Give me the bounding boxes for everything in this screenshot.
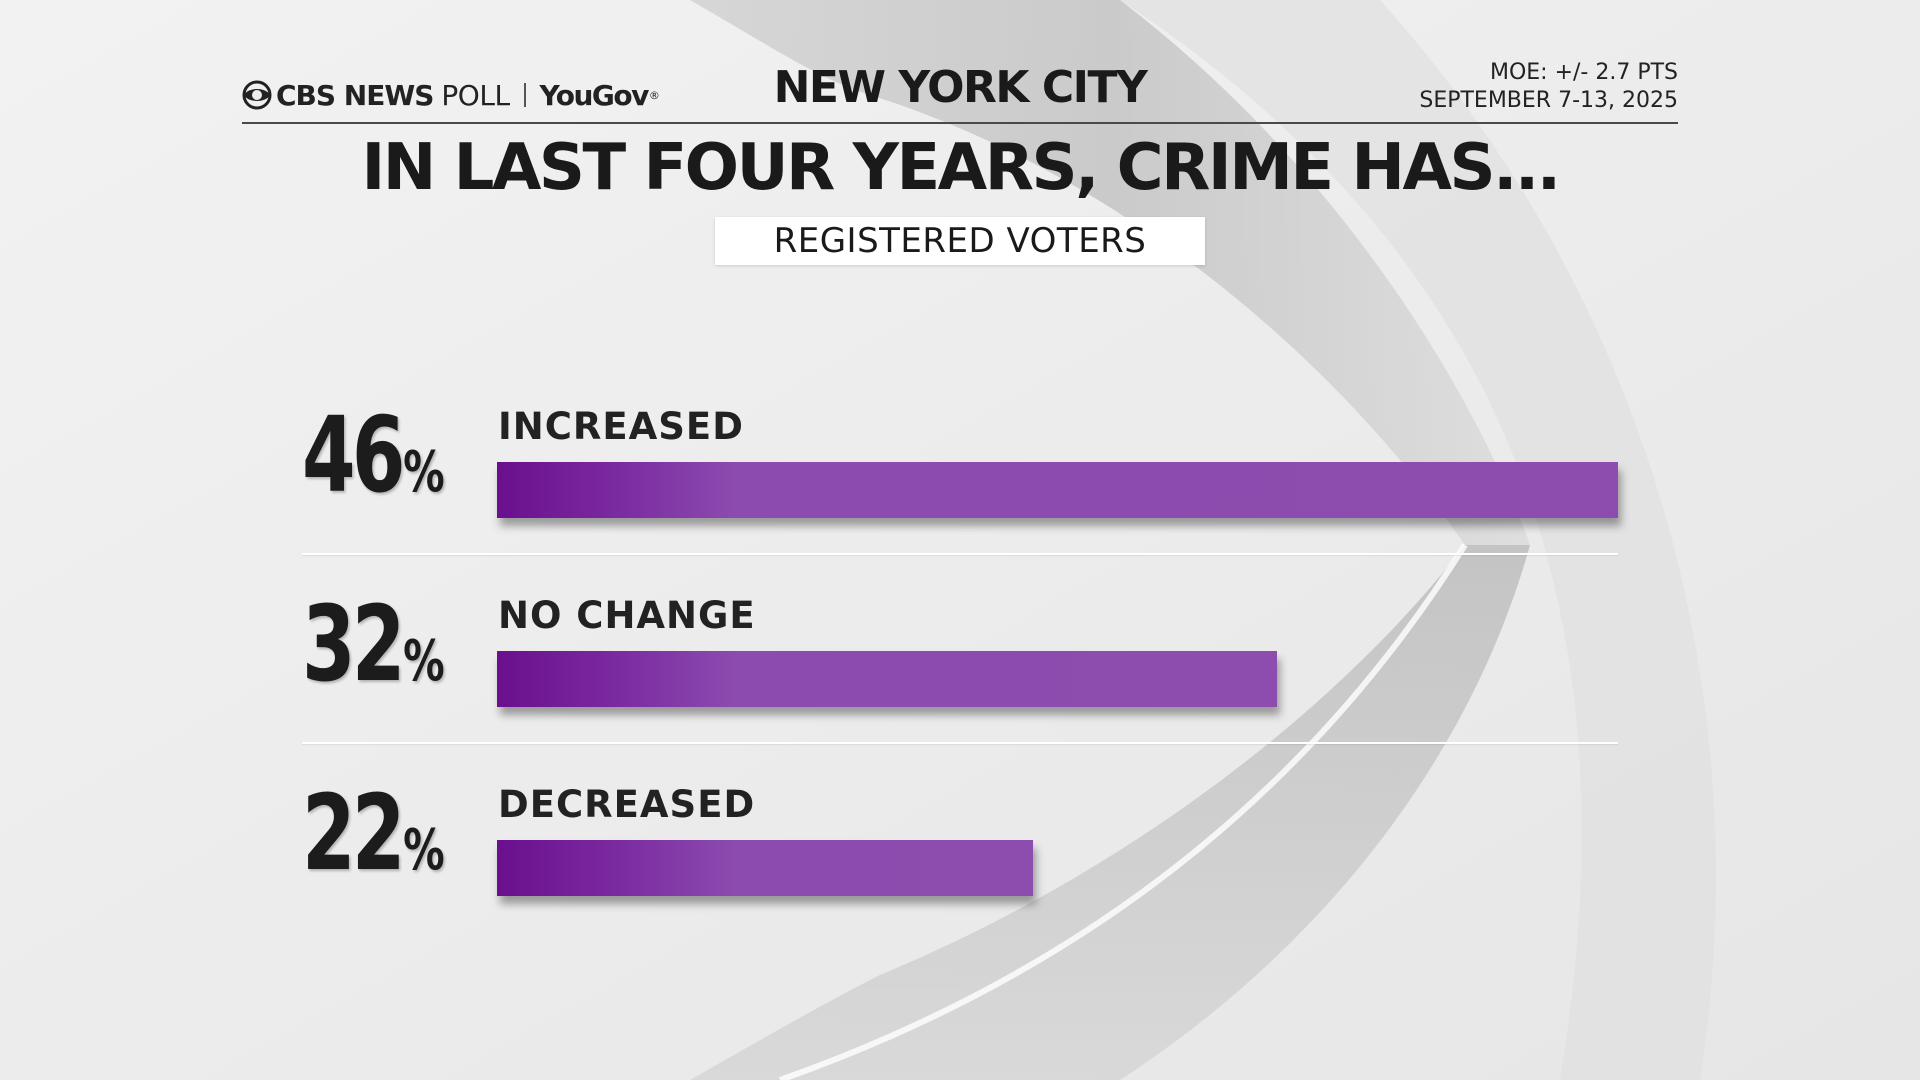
bar-row: 46% INCREASED — [0, 317, 1920, 518]
bar-row: 32% NO CHANGE — [0, 506, 1920, 707]
cbs-eye-icon — [242, 80, 272, 110]
header-rule — [242, 122, 1678, 124]
brand-cbs-news: CBS NEWS — [276, 78, 434, 112]
chart-subtitle: REGISTERED VOTERS — [715, 217, 1205, 265]
registered-mark: ® — [648, 88, 660, 102]
margin-of-error: MOE: +/- 2.7 PTS — [1489, 60, 1678, 85]
poll-meta: MOE: +/- 2.7 PTS SEPTEMBER 7-13, 2025 — [1419, 59, 1678, 115]
bar — [497, 651, 1277, 707]
bar-value-unit: % — [403, 629, 445, 694]
row-divider — [302, 742, 1618, 744]
bar — [497, 840, 1033, 896]
eye-arc-outer — [1120, 0, 1716, 1080]
bar-value-number: 46 — [302, 394, 405, 516]
brand-lockup: CBS NEWS POLL YouGov ® — [242, 76, 660, 114]
bar-category-label: INCREASED — [498, 405, 744, 448]
bar-category-label: NO CHANGE — [498, 594, 756, 637]
header-title: NEW YORK CITY — [773, 62, 1148, 113]
bar-value-label: 46% — [302, 403, 445, 525]
bar-value-label: 22% — [302, 781, 445, 903]
bar-value-number: 32 — [302, 583, 405, 705]
brand-yougov: YouGov — [539, 78, 650, 112]
bar-value-unit: % — [403, 818, 445, 883]
eye-arc-edge — [779, 543, 1468, 1080]
subtitle-wrapper: REGISTERED VOTERS — [0, 217, 1920, 265]
brand-poll: POLL — [441, 78, 510, 112]
bar-value-label: 32% — [302, 592, 445, 714]
bar-value-number: 22 — [302, 772, 405, 894]
row-divider — [302, 553, 1618, 555]
bar-value-unit: % — [403, 440, 445, 505]
brand-separator — [523, 83, 526, 107]
bar — [497, 462, 1618, 518]
bar-row: 22% DECREASED — [0, 695, 1920, 896]
eye-arc-lower — [690, 545, 1530, 1080]
bar-category-label: DECREASED — [498, 783, 756, 826]
chart-title: IN LAST FOUR YEARS, CRIME HAS... — [361, 131, 1561, 205]
poll-dates: SEPTEMBER 7-13, 2025 — [1419, 88, 1678, 113]
